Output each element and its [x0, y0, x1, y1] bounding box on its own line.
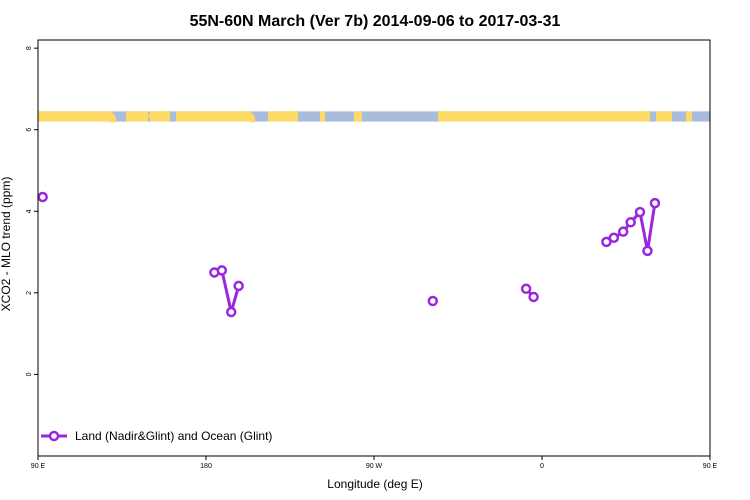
- map-land: [354, 111, 362, 122]
- map-land: [438, 111, 650, 122]
- data-point: [634, 206, 646, 218]
- y-tick-label: 8: [26, 46, 33, 50]
- map-land: [38, 111, 110, 122]
- map-coast: [110, 111, 117, 123]
- data-point: [427, 295, 439, 307]
- map-coast: [440, 116, 452, 123]
- chart-title: 55N-60N March (Ver 7b) 2014-09-06 to 201…: [190, 13, 561, 30]
- legend-label: Land (Nadir&Glint) and Ocean (Glint): [75, 429, 272, 443]
- legend-marker: [48, 430, 60, 442]
- x-axis-label: Longitude (deg E): [327, 477, 422, 491]
- x-tick-label: 0: [540, 463, 544, 470]
- data-point: [528, 291, 539, 303]
- data-point: [37, 191, 48, 203]
- map-land: [656, 111, 672, 122]
- series-line: [212, 268, 241, 314]
- x-axis: 90 E 180 90 W 0 90 E: [31, 456, 718, 470]
- data-point: [642, 245, 653, 257]
- x-tick-label: 90 W: [366, 463, 383, 470]
- data-point: [216, 265, 228, 276]
- y-axis: 0 2 4 6 8: [26, 46, 38, 376]
- y-axis-label: XCO2 - MLO trend (ppm): [0, 177, 13, 312]
- x-tick-label: 90 E: [703, 463, 718, 470]
- y-tick-label: 0: [26, 372, 33, 376]
- map-strip: [38, 111, 710, 123]
- map-coast: [148, 111, 152, 118]
- data-point: [608, 232, 620, 244]
- y-tick-label: 4: [26, 209, 33, 213]
- data-point: [225, 306, 237, 318]
- plot-frame: [37, 39, 711, 457]
- data-point: [233, 280, 244, 292]
- x-tick-label: 90 E: [31, 463, 46, 470]
- y-tick-label: 6: [26, 128, 33, 132]
- y-tick-label: 2: [26, 291, 33, 295]
- map-coast: [250, 111, 256, 123]
- map-land: [686, 111, 692, 122]
- map-land: [268, 111, 298, 122]
- series-layer: [37, 191, 661, 318]
- map-land: [176, 111, 250, 122]
- data-point: [649, 197, 661, 209]
- map-land: [126, 111, 148, 122]
- data-point: [625, 217, 636, 228]
- x-tick-label: 180: [200, 463, 212, 470]
- map-land: [150, 111, 170, 122]
- legend: Land (Nadir&Glint) and Ocean (Glint): [41, 429, 272, 443]
- map-ocean: [38, 111, 710, 122]
- map-land: [320, 111, 325, 122]
- data-point: [520, 283, 532, 295]
- data-point: [601, 236, 612, 248]
- data-point: [617, 226, 629, 237]
